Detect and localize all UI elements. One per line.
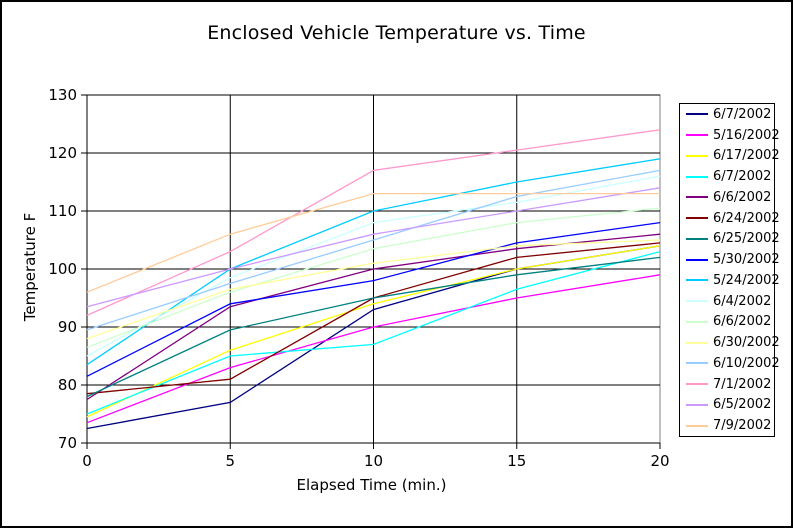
legend-label: 5/24/2002 — [713, 272, 780, 288]
legend-label: 6/6/2002 — [713, 189, 772, 205]
y-tick-label: 120 — [48, 144, 77, 162]
x-tick-label: 20 — [650, 452, 669, 470]
legend-label: 5/30/2002 — [713, 252, 780, 268]
series-line-11 — [86, 239, 661, 340]
legend: 6/7/2002 5/16/2002 6/17/2002 6/7/2002 6/6/20… — [679, 103, 780, 437]
legend-label: 6/10/2002 — [713, 355, 780, 371]
legend-swatch — [686, 196, 708, 199]
y-tick-label: 100 — [48, 260, 77, 278]
series-line-6 — [86, 256, 661, 398]
legend-label: 6/30/2002 — [713, 335, 780, 351]
x-tick-label: 5 — [225, 452, 235, 470]
legend-label: 6/4/2002 — [713, 293, 772, 309]
legend-item: 5/16/2002 — [680, 125, 780, 145]
legend-label: 5/16/2002 — [713, 127, 780, 143]
legend-swatch — [686, 341, 708, 344]
series-line-15 — [86, 192, 660, 293]
legend-label: 6/7/2002 — [713, 106, 772, 122]
legend-item: 7/1/2002 — [680, 374, 774, 394]
legend-label: 6/17/2002 — [713, 148, 780, 164]
series-line-2 — [86, 245, 661, 418]
chart-title: Enclosed Vehicle Temperature vs. Time — [207, 22, 586, 44]
legend-label: 7/9/2002 — [713, 418, 772, 434]
y-tick-label: 70 — [58, 434, 77, 452]
legend-swatch — [686, 175, 708, 178]
legend-label: 6/6/2002 — [713, 314, 772, 330]
y-axis-title: Temperature F — [21, 212, 39, 322]
x-tick-label: 0 — [82, 452, 92, 470]
legend-swatch — [686, 362, 708, 365]
legend-item: 6/17/2002 — [680, 146, 780, 166]
legend-item: 7/9/2002 — [680, 416, 774, 436]
legend-swatch — [686, 237, 708, 240]
legend-item: 6/4/2002 — [680, 291, 774, 311]
legend-swatch — [686, 113, 708, 116]
legend-label: 6/25/2002 — [713, 231, 780, 247]
legend-label: 7/1/2002 — [713, 376, 772, 392]
legend-swatch — [686, 383, 708, 386]
legend-label: 6/24/2002 — [713, 210, 780, 226]
legend-item: 6/7/2002 — [680, 167, 774, 187]
series-line-1 — [86, 274, 661, 424]
legend-swatch — [686, 154, 708, 157]
legend-item: 6/25/2002 — [680, 229, 780, 249]
legend-label: 6/7/2002 — [713, 169, 772, 185]
y-tick-label: 110 — [48, 202, 77, 220]
legend-item: 6/6/2002 — [680, 312, 774, 332]
legend-item: 6/24/2002 — [680, 208, 780, 228]
y-tick-label: 130 — [48, 86, 77, 104]
legend-swatch — [686, 258, 708, 261]
series-line-3 — [86, 250, 661, 415]
legend-item: 6/30/2002 — [680, 333, 780, 353]
legend-item: 6/6/2002 — [680, 187, 774, 207]
legend-item: 5/30/2002 — [680, 250, 780, 270]
series-line-10 — [86, 207, 661, 348]
legend-swatch — [686, 279, 708, 282]
x-tick-label: 10 — [364, 452, 383, 470]
y-tick-label: 80 — [58, 376, 77, 394]
series-line-7 — [86, 221, 661, 377]
series-line-12 — [86, 169, 661, 331]
legend-swatch — [686, 300, 708, 303]
x-tick-label: 15 — [507, 452, 526, 470]
legend-label: 6/5/2002 — [713, 397, 772, 413]
legend-swatch — [686, 403, 708, 406]
series-line-8 — [86, 158, 661, 366]
legend-item: 6/5/2002 — [680, 395, 774, 415]
legend-item: 6/7/2002 — [680, 104, 774, 124]
legend-item: 5/24/2002 — [680, 270, 780, 290]
legend-swatch — [686, 134, 708, 137]
legend-item: 6/10/2002 — [680, 353, 780, 373]
legend-swatch — [686, 217, 708, 220]
y-tick-label: 90 — [58, 318, 77, 336]
legend-swatch — [686, 320, 708, 323]
x-axis-title: Elapsed Time (min.) — [296, 476, 447, 494]
series-line-14 — [86, 187, 661, 308]
legend-swatch — [686, 424, 708, 427]
series-line-13 — [86, 129, 661, 316]
